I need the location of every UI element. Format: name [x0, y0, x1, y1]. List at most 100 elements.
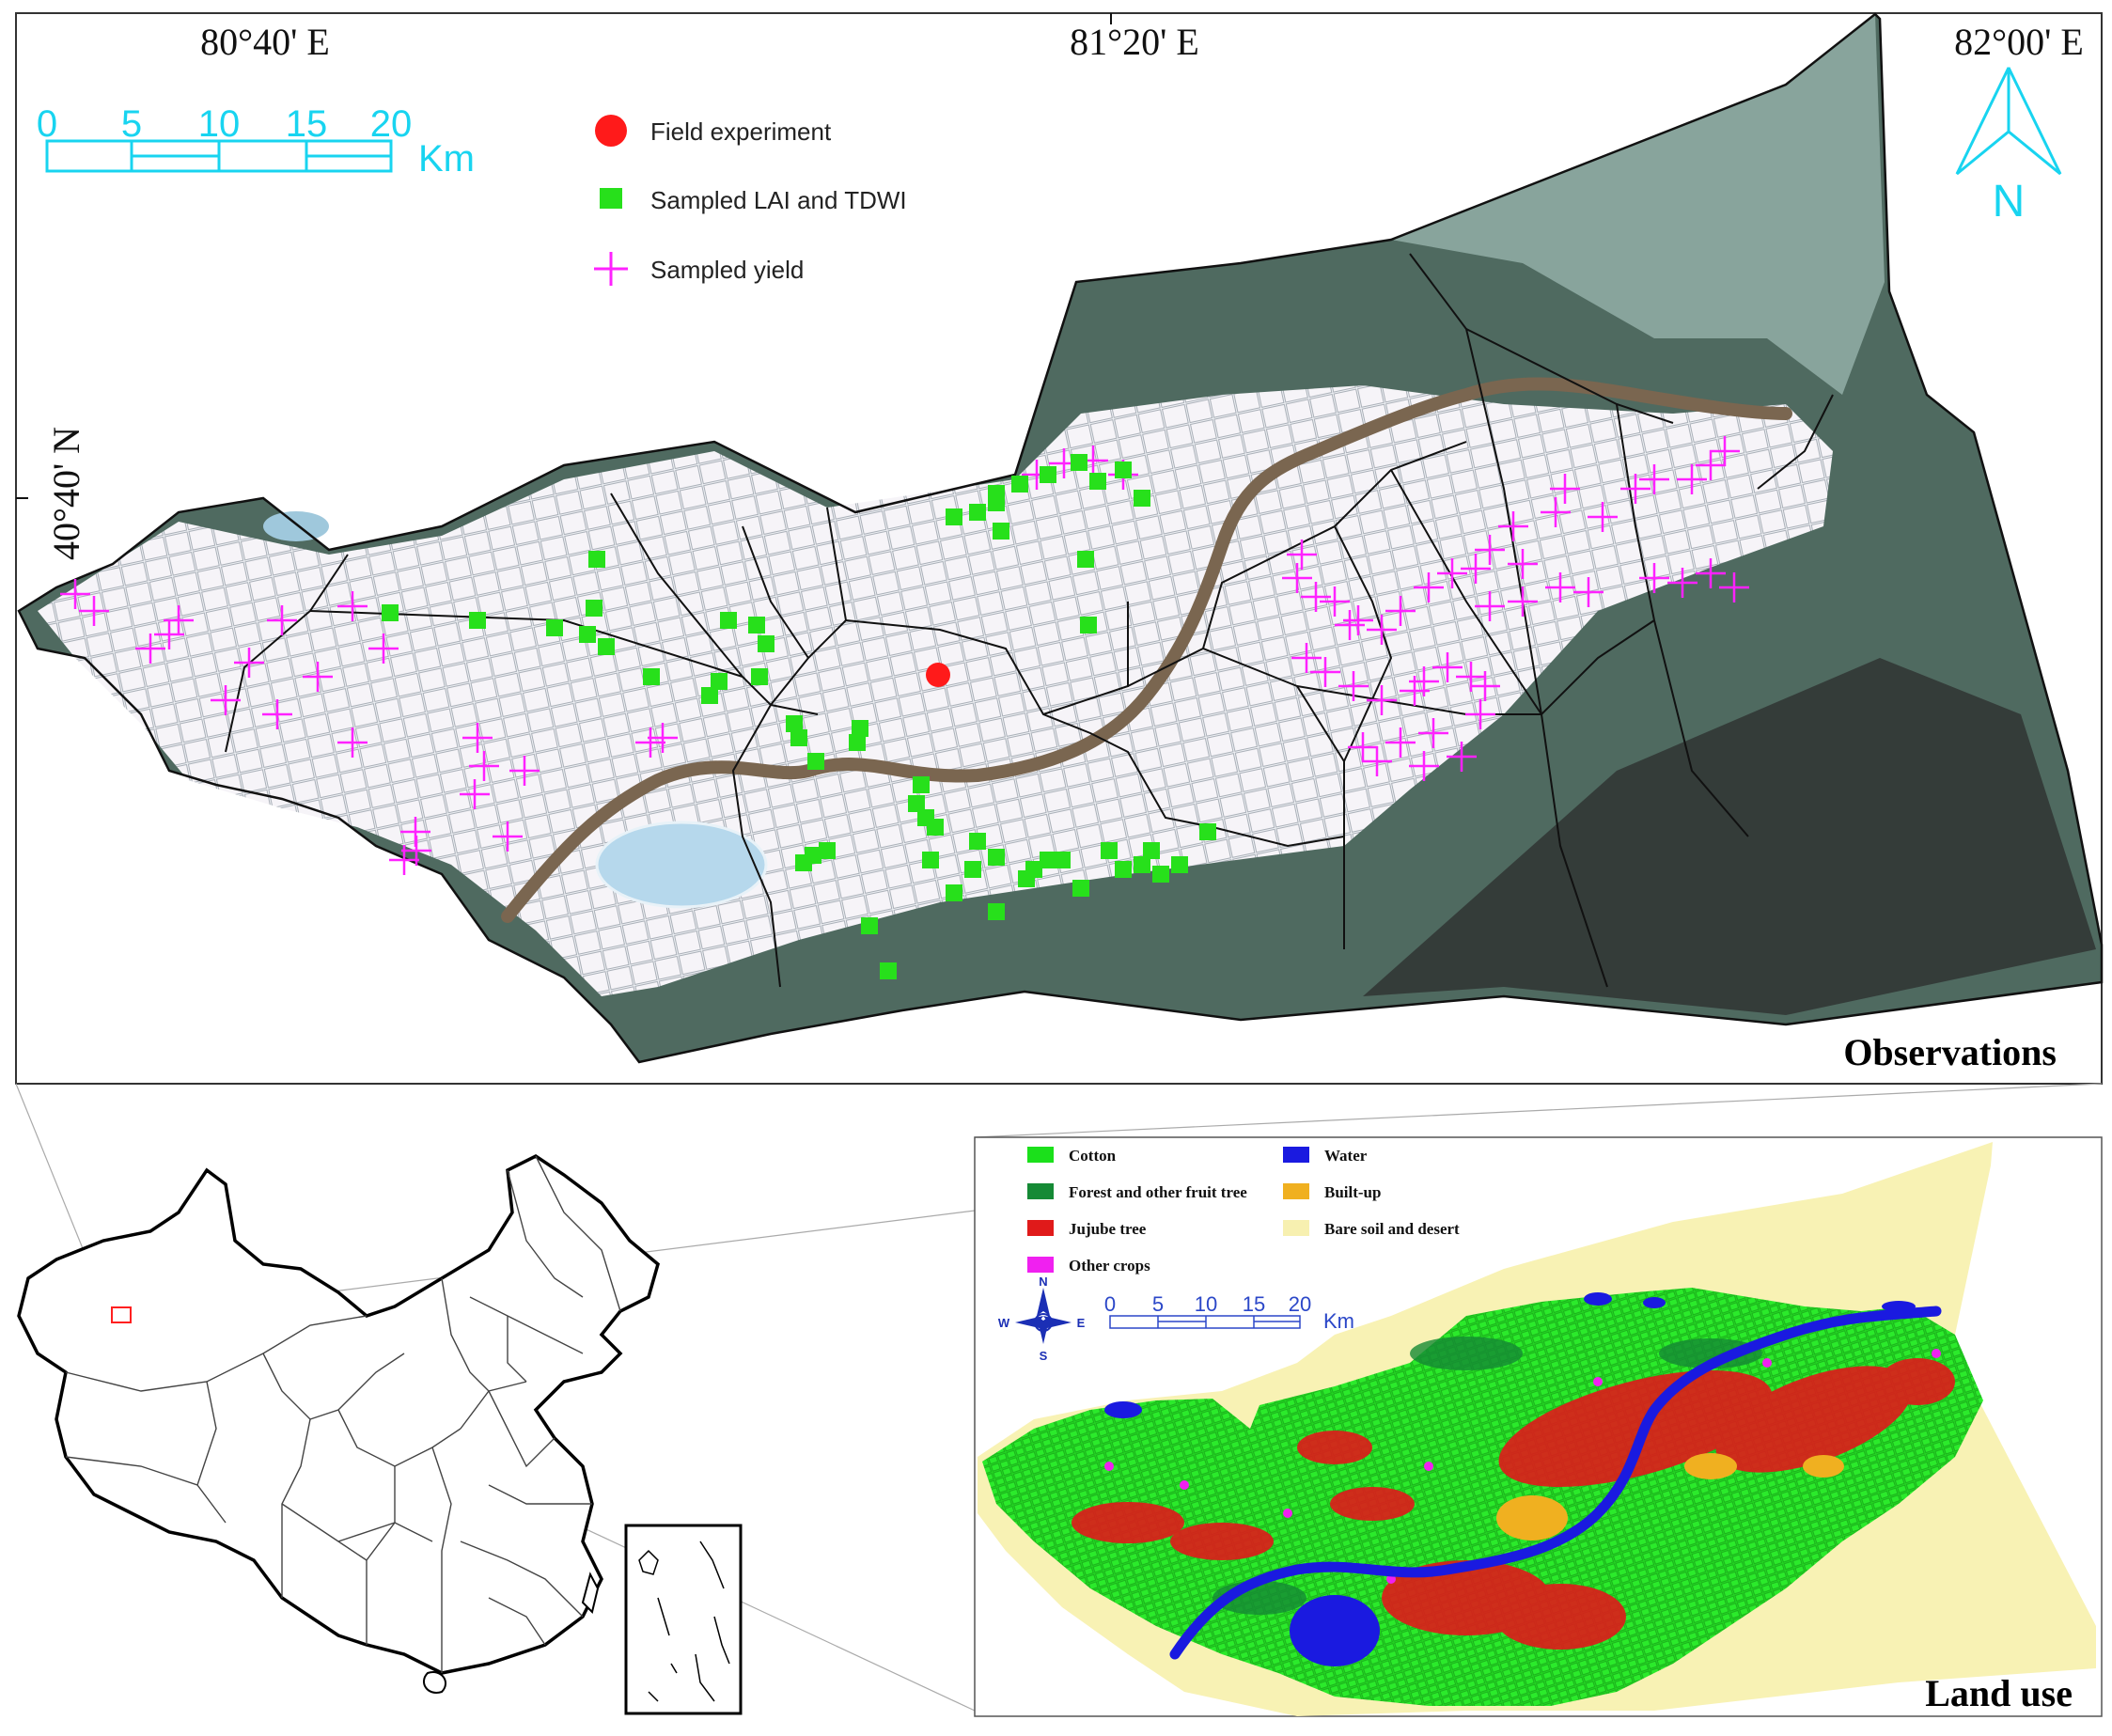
- sampled-lai-tdwi-marker: [546, 619, 563, 636]
- land-use-legend: Cotton Water Forest and other fruit tree…: [1027, 1147, 1460, 1275]
- sampled-lai-tdwi-marker: [819, 842, 836, 859]
- sampled-yield-marker: [401, 836, 431, 866]
- sampled-yield-marker: [1461, 554, 1491, 584]
- sampled-yield-marker: [469, 751, 499, 781]
- sampled-yield-marker: [1367, 615, 1397, 645]
- sampled-yield-marker: [1696, 450, 1726, 480]
- sampled-yield-marker: [1573, 577, 1604, 607]
- sampled-lai-tdwi-marker: [1011, 476, 1028, 493]
- lu-scale-tick-10: 10: [1195, 1292, 1217, 1316]
- sampled-lai-tdwi-marker: [807, 753, 824, 770]
- sampled-lai-tdwi-marker: [1040, 466, 1056, 483]
- sampled-lai-tdwi-marker: [988, 903, 1005, 920]
- legend-swatch-bare-soil: [1283, 1220, 1309, 1236]
- district-boundaries: [225, 253, 1834, 988]
- sampled-yield-marker: [1447, 742, 1477, 772]
- sampled-lai-tdwi-marker: [1134, 856, 1150, 873]
- sampled-lai-tdwi-marker: [758, 635, 774, 652]
- sampled-lai-tdwi-marker: [969, 504, 986, 521]
- sampled-yield-marker: [1301, 582, 1331, 612]
- sampled-lai-tdwi-marker: [588, 551, 605, 568]
- legend-swatch-builtup: [1283, 1183, 1309, 1199]
- legend-other-crops-label: Other crops: [1069, 1257, 1150, 1275]
- sampled-lai-tdwi-marker: [701, 687, 718, 704]
- sampled-yield-marker: [1287, 540, 1317, 570]
- sampled-yield-marker: [267, 605, 297, 635]
- sampled-yield-marker: [1343, 605, 1373, 635]
- legend-yield-label: Sampled yield: [650, 256, 804, 284]
- lu-scale-unit: Km: [1323, 1309, 1354, 1333]
- study-area-boundary: [17, 12, 2104, 1064]
- sampled-lai-tdwi-marker: [748, 617, 765, 633]
- sampled-yield-marker: [211, 685, 241, 715]
- sampled-yield-marker: [1414, 572, 1444, 602]
- sampled-lai-tdwi-marker: [805, 847, 821, 864]
- scale-tick-0: 0: [37, 103, 57, 145]
- compass-w: W: [998, 1316, 1010, 1330]
- sampled-yield-marker: [1409, 666, 1439, 696]
- sampled-yield-marker: [1282, 563, 1312, 593]
- legend-field-experiment-symbol: [595, 115, 627, 147]
- sampled-lai-tdwi-marker: [861, 917, 878, 934]
- sampled-lai-tdwi-marker: [1089, 473, 1106, 490]
- sampled-lai-tdwi-marker: [598, 638, 615, 655]
- scale-unit: Km: [418, 138, 475, 180]
- sampled-yield-marker: [262, 699, 292, 729]
- sampled-yield-marker: [1362, 746, 1392, 776]
- lu-scale-tick-0: 0: [1104, 1292, 1116, 1316]
- lu-scale-tick-5: 5: [1152, 1292, 1164, 1316]
- scale-tick-15: 15: [286, 103, 328, 145]
- sampled-yield-marker: [1367, 685, 1397, 715]
- sampled-lai-tdwi-marker: [1152, 866, 1169, 883]
- sampled-yield-marker: [1310, 657, 1340, 687]
- sampled-yield-marker: [1475, 535, 1505, 565]
- sampled-lai-tdwi-marker: [964, 861, 981, 878]
- land-use-builtup-patches: [1496, 1453, 1844, 1541]
- sampled-yield-marker: [337, 727, 368, 758]
- observations-scale-bar: 0 5 10 15 20 Km: [37, 103, 475, 180]
- compass-n: N: [1039, 1275, 1047, 1289]
- legend-lai-tdwi-label: Sampled LAI and TDWI: [650, 186, 907, 214]
- sampled-lai-tdwi-marker: [1199, 823, 1216, 840]
- land-use-river: [1169, 1306, 1942, 1660]
- sampled-lai-tdwi-marker: [1080, 617, 1097, 633]
- sampled-yield-marker: [1588, 502, 1618, 532]
- scale-tick-10: 10: [198, 103, 241, 145]
- sampled-lai-tdwi-marker: [751, 668, 768, 685]
- south-china-sea-islands: [638, 1541, 730, 1702]
- land-use-other-crops-patches: [1104, 1349, 1941, 1584]
- sampled-yield-marker: [1338, 671, 1369, 701]
- sampled-lai-tdwi-marker: [786, 715, 803, 732]
- field-experiment-marker: [926, 663, 950, 687]
- sampled-yield-marker: [509, 756, 540, 786]
- sampled-yield-marker: [1667, 568, 1697, 598]
- legend-bare-soil-label: Bare soil and desert: [1324, 1220, 1460, 1238]
- sampled-lai-tdwi-marker: [711, 673, 727, 690]
- sampled-yield-marker: [493, 821, 523, 852]
- sampled-lai-tdwi-marker: [586, 600, 602, 617]
- sampled-yield-marker: [234, 648, 264, 678]
- sampled-yield-marker: [1418, 718, 1448, 748]
- sampled-yield-marker: [1385, 727, 1416, 758]
- sampled-lai-tdwi-marker: [1171, 856, 1188, 873]
- sampled-yield-marker: [1710, 436, 1740, 466]
- sampled-yield-marker: [337, 591, 368, 621]
- tarim-river: [501, 377, 1792, 923]
- sampled-yield-marker: [303, 662, 333, 692]
- legend-jujube-label: Jujube tree: [1069, 1220, 1147, 1238]
- china-outline: [17, 1153, 660, 1675]
- legend-builtup-label: Built-up: [1324, 1183, 1381, 1201]
- china-inset-map: [17, 1153, 743, 1715]
- legend-swatch-other-crops: [1027, 1257, 1054, 1273]
- sampled-yield-marker: [1696, 558, 1726, 588]
- legend-swatch-water: [1283, 1147, 1309, 1163]
- sampled-yield-marker: [635, 727, 665, 758]
- sampled-yield-marker: [1348, 732, 1378, 762]
- lu-scale-tick-15: 15: [1243, 1292, 1265, 1316]
- sampled-yield-marker: [648, 723, 678, 753]
- sampled-yield-marker: [60, 579, 90, 609]
- sampled-yield-marker: [135, 633, 165, 664]
- lon-label-1: 80°40' E: [200, 21, 330, 63]
- study-area-location-marker: [111, 1306, 132, 1323]
- sampled-yield-marker: [164, 605, 194, 635]
